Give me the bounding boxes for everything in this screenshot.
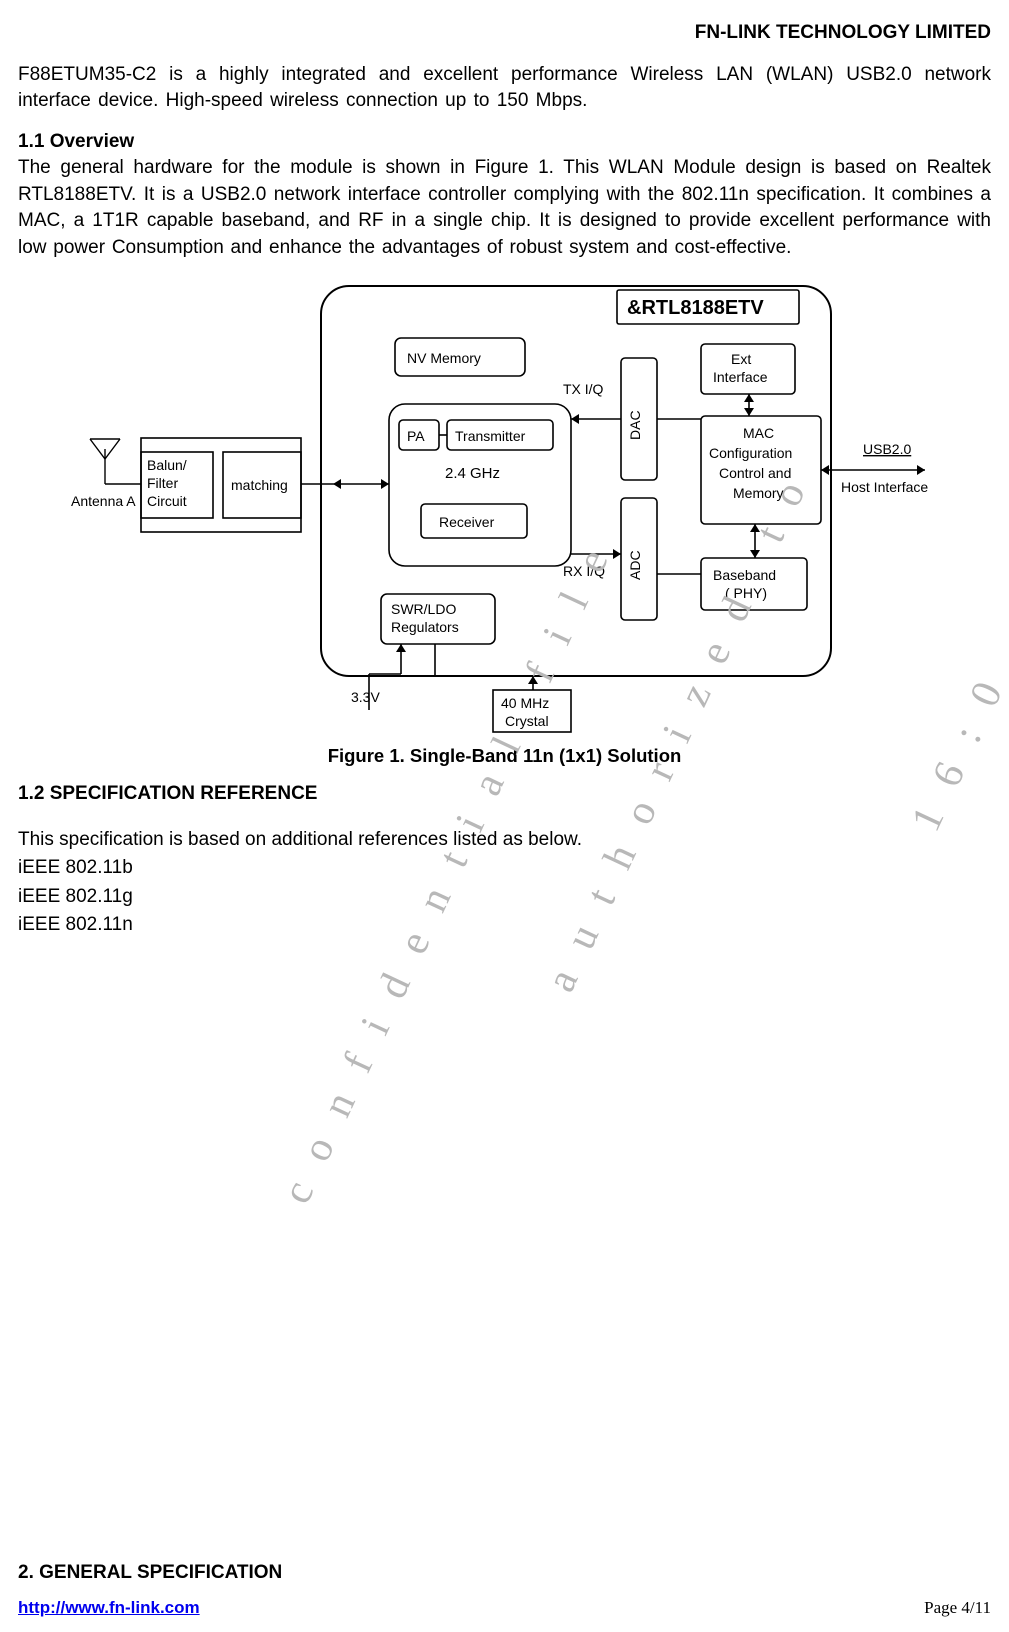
svg-text:( PHY): ( PHY)	[725, 585, 767, 601]
svg-text:2.4 GHz: 2.4 GHz	[445, 465, 500, 482]
svg-text:Ext: Ext	[731, 351, 751, 367]
footer-page-number: Page 4/11	[924, 1598, 991, 1618]
footer-url[interactable]: http://www.fn-link.com	[18, 1598, 200, 1618]
section-1-2-title: 1.2 SPECIFICATION REFERENCE	[18, 783, 991, 805]
section-1-1-body: The general hardware for the module is s…	[18, 155, 991, 261]
chip-label: &RTL8188ETV	[627, 297, 764, 319]
svg-text:Baseband: Baseband	[713, 567, 776, 583]
svg-text:DAC: DAC	[627, 410, 643, 440]
svg-text:40 MHz: 40 MHz	[501, 695, 549, 711]
svg-text:SWR/LDO: SWR/LDO	[391, 601, 456, 617]
svg-text:MAC: MAC	[743, 425, 774, 441]
svg-text:Control and: Control and	[719, 465, 791, 481]
svg-text:USB2.0: USB2.0	[863, 441, 911, 457]
svg-text:Balun/: Balun/	[147, 457, 187, 473]
svg-text:Host Interface: Host Interface	[841, 479, 928, 495]
intro-paragraph: F88ETUM35-C2 is a highly integrated and …	[18, 62, 991, 113]
svg-text:Memory: Memory	[733, 485, 784, 501]
svg-text:Receiver: Receiver	[439, 514, 495, 530]
svg-text:RX I/Q: RX I/Q	[563, 563, 605, 579]
svg-text:Interface: Interface	[713, 369, 768, 385]
ref-1: iEEE 802.11g	[18, 884, 991, 911]
section-1-2-intro: This specification is based on additiona…	[18, 827, 991, 854]
svg-text:matching: matching	[231, 477, 288, 493]
svg-text:Circuit: Circuit	[147, 493, 187, 509]
page: confidential file authorized to 16:0 FN-…	[0, 0, 1009, 1632]
section-1-1-title: 1.1 Overview	[18, 131, 991, 153]
block-diagram: Antenna A Balun/ Filter Circuit matching	[18, 274, 991, 767]
svg-text:NV Memory: NV Memory	[407, 350, 481, 366]
svg-text:Filter: Filter	[147, 475, 178, 491]
svg-text:ADC: ADC	[627, 550, 643, 580]
page-footer: http://www.fn-link.com Page 4/11	[18, 1598, 991, 1618]
svg-text:Transmitter: Transmitter	[455, 428, 526, 444]
svg-text:Configuration: Configuration	[709, 445, 792, 461]
ref-2: iEEE 802.11n	[18, 912, 991, 939]
section-2-title: 2. GENERAL SPECIFICATION	[18, 1562, 282, 1584]
ref-0: iEEE 802.11b	[18, 855, 991, 882]
figure-caption: Figure 1. Single-Band 11n (1x1) Solution	[18, 745, 991, 767]
svg-text:Regulators: Regulators	[391, 619, 459, 635]
svg-text:3.3V: 3.3V	[351, 689, 380, 705]
svg-text:TX I/Q: TX I/Q	[563, 381, 604, 397]
antenna-label: Antenna A	[71, 493, 136, 509]
company-header: FN-LINK TECHNOLOGY LIMITED	[18, 22, 991, 44]
svg-text:PA: PA	[407, 428, 425, 444]
svg-text:Crystal: Crystal	[505, 713, 549, 729]
